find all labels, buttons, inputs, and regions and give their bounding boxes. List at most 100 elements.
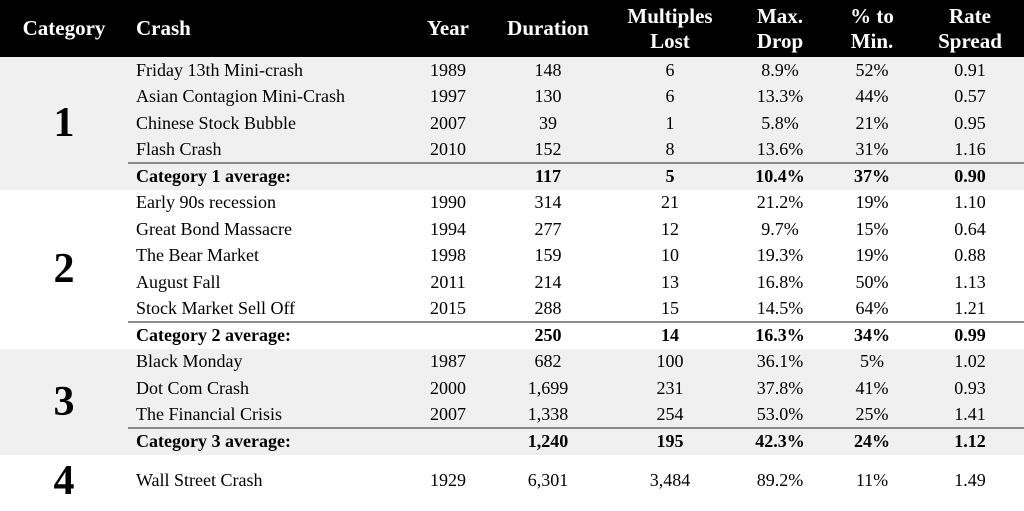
pct-to-min-cell: 21% (855, 112, 889, 133)
average-row: Category 1 average: 117 5 10.4% 37% 0.90 (0, 162, 1024, 190)
duration-cell: 314 (534, 192, 562, 213)
rate-spread-cell: 0.64 (954, 218, 986, 239)
max-drop-cell: 8.9% (761, 59, 799, 80)
year-cell-empty (408, 162, 488, 190)
year-cell: 2010 (430, 138, 466, 159)
duration-cell: 130 (534, 86, 562, 107)
crash-name-cell: Dot Com Crash (136, 377, 250, 398)
pct-to-min-cell: 5% (860, 351, 884, 372)
multiples-lost-cell: 10 (661, 245, 679, 266)
column-header-label: Drop (756, 28, 804, 53)
crash-name-cell: August Fall (136, 271, 221, 292)
duration-cell: 117 (488, 162, 608, 190)
table-row: Chinese Stock Bubble 2007 39 1 5.8% 21% … (0, 110, 1024, 137)
crash-name-cell: The Bear Market (136, 245, 259, 266)
max-drop-cell: 19.3% (756, 245, 804, 266)
category-4-section: 4 Wall Street Crash 1929 6,301 3,484 89.… (0, 454, 1024, 507)
pct-to-min-cell: 50% (855, 271, 889, 292)
multiples-lost-cell: 8 (665, 138, 675, 159)
table-row: August Fall 2011 214 13 16.8% 50% 1.13 (0, 269, 1024, 296)
multiples-lost-cell: 231 (656, 377, 684, 398)
max-drop-cell: 10.4% (732, 162, 828, 190)
crash-name-cell: Asian Contagion Mini-Crash (136, 86, 345, 107)
year-cell: 1994 (430, 218, 466, 239)
column-header-label: % to (850, 3, 894, 28)
multiples-lost-cell: 100 (656, 351, 684, 372)
rate-spread-cell: 1.13 (954, 271, 986, 292)
multiples-lost-cell: 13 (661, 271, 679, 292)
multiples-lost-cell: 3,484 (649, 470, 691, 490)
rate-spread-cell: 0.88 (954, 245, 986, 266)
multiples-lost-cell: 6 (665, 59, 675, 80)
column-header-rate-spread: Rate Spread (916, 0, 1024, 57)
crash-name-cell: Flash Crash (136, 138, 222, 159)
year-cell: 2007 (430, 112, 466, 133)
multiples-lost-cell: 15 (661, 297, 679, 318)
crash-name-cell: Great Bond Massacre (136, 218, 292, 239)
pct-to-min-cell: 37% (828, 162, 916, 190)
category-number: 4 (53, 457, 75, 504)
duration-cell: 1,240 (488, 427, 608, 455)
max-drop-cell: 16.8% (756, 271, 804, 292)
year-cell: 1987 (430, 351, 466, 372)
category-number: 2 (53, 246, 75, 292)
table-row: Flash Crash 2010 152 8 13.6% 31% 1.16 (0, 137, 1024, 164)
year-cell: 2000 (430, 377, 466, 398)
rate-spread-cell: 1.02 (954, 351, 986, 372)
year-cell: 2011 (430, 271, 466, 292)
category-1-section: 1 Friday 13th Mini-crash 1989 148 6 8.9%… (0, 57, 1024, 190)
table-row: 1 Friday 13th Mini-crash 1989 148 6 8.9%… (0, 57, 1024, 144)
column-header-label: Min. (850, 28, 894, 53)
table-row: Great Bond Massacre 1994 277 12 9.7% 15%… (0, 216, 1024, 243)
category-2-section: 2 Early 90s recession 1990 314 21 21.2% … (0, 189, 1024, 349)
multiples-lost-cell: 5 (608, 162, 732, 190)
max-drop-cell: 5.8% (761, 112, 799, 133)
column-header-duration: Duration (488, 0, 608, 57)
crash-name-cell: Wall Street Crash (136, 470, 263, 490)
multiples-lost-cell: 6 (665, 86, 675, 107)
multiples-lost-cell: 12 (661, 218, 679, 239)
max-drop-cell: 14.5% (756, 297, 804, 318)
duration-cell: 39 (539, 112, 557, 133)
crash-name-cell: The Financial Crisis (136, 403, 282, 424)
crash-name-cell: Black Monday (136, 351, 243, 372)
category-number: 3 (53, 378, 75, 425)
rate-spread-cell: 1.16 (954, 138, 986, 159)
average-row: Category 2 average: 250 14 16.3% 34% 0.9… (0, 321, 1024, 349)
rate-spread-cell: 1.41 (954, 403, 986, 424)
column-header-label: Duration (507, 16, 589, 41)
pct-to-min-cell: 19% (855, 245, 889, 266)
multiples-lost-cell: 195 (608, 427, 732, 455)
column-header-multiples-lost: Multiples Lost (608, 0, 732, 57)
duration-cell: 682 (534, 351, 562, 372)
max-drop-cell: 53.0% (756, 403, 804, 424)
column-header-max-drop: Max. Drop (732, 0, 828, 57)
rate-spread-cell: 0.90 (916, 162, 1024, 190)
table-row: Asian Contagion Mini-Crash 1997 130 6 13… (0, 84, 1024, 111)
column-header-crash: Crash (128, 0, 408, 57)
year-cell: 1989 (430, 59, 466, 80)
max-drop-cell: 37.8% (756, 377, 804, 398)
max-drop-cell: 36.1% (756, 351, 804, 372)
column-header-year: Year (408, 0, 488, 57)
average-label-cell: Category 3 average: (128, 427, 408, 455)
year-cell-empty (408, 321, 488, 349)
duration-cell: 288 (534, 297, 562, 318)
column-header-category: Category (0, 0, 128, 57)
table-row: Stock Market Sell Off 2015 288 15 14.5% … (0, 296, 1024, 323)
pct-to-min-cell: 34% (828, 321, 916, 349)
duration-cell: 1,699 (527, 377, 569, 398)
pct-to-min-cell: 64% (855, 297, 889, 318)
multiples-lost-cell: 21 (661, 192, 679, 213)
crash-name-cell: Early 90s recession (136, 192, 276, 213)
pct-to-min-cell: 25% (855, 403, 889, 424)
rate-spread-cell: 1.21 (954, 297, 986, 318)
duration-cell: 1,338 (527, 403, 569, 424)
category-number: 1 (53, 100, 75, 147)
duration-cell: 152 (534, 138, 562, 159)
year-cell: 1929 (430, 470, 466, 490)
year-cell: 2015 (430, 297, 466, 318)
table-row: The Financial Crisis 2007 1,338 254 53.0… (0, 402, 1024, 429)
rate-spread-cell: 0.99 (916, 321, 1024, 349)
column-header-pct-to-min: % to Min. (828, 0, 916, 57)
